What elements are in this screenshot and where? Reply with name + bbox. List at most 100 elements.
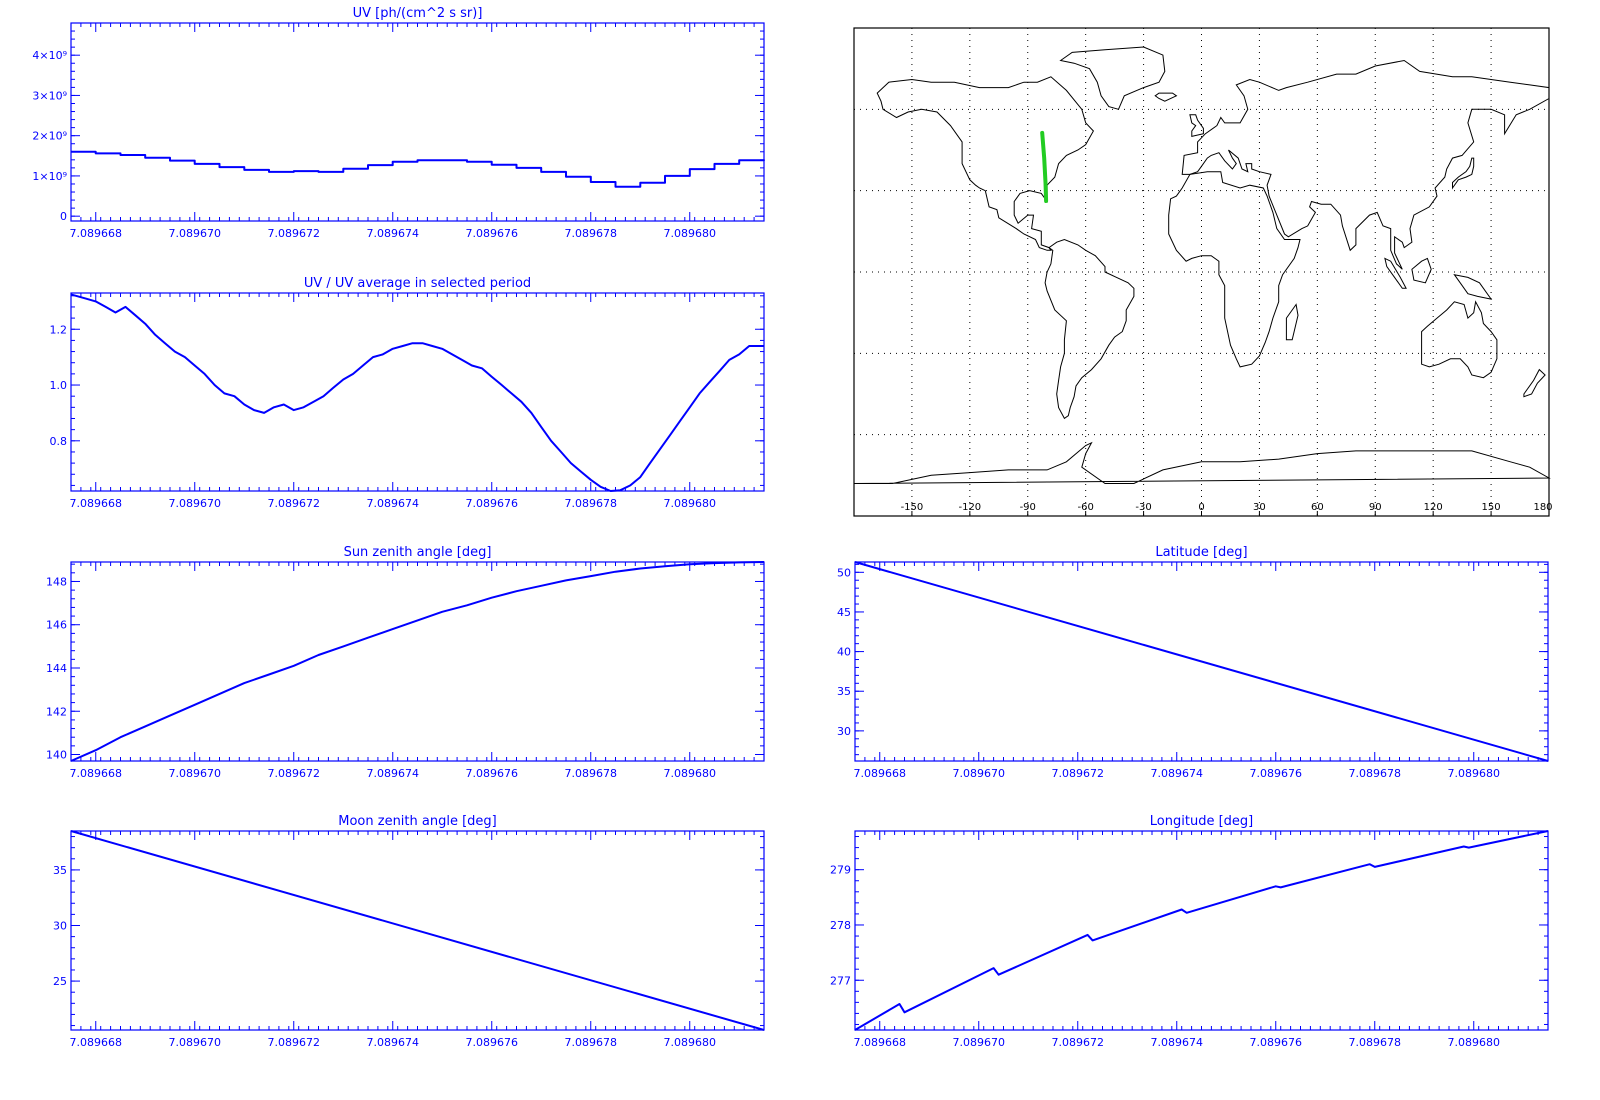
latitude-x-tick-label: 7.089676 [1250,767,1303,780]
latitude-series-line [854,561,1549,762]
uv-ratio-y-tick-label: 1.2 [50,323,68,336]
map-x-tick-label: -60 [1077,502,1093,513]
map-coastline-eurasia [1181,59,1550,270]
uv-ratio-panel: UV / UV average in selected period 7.0896… [50,276,765,510]
map-x-tick-label: -30 [1135,502,1151,513]
map-coastline-borneo [1411,257,1432,284]
longitude-series-line [854,830,1549,1031]
latitude-y-tick-label: 40 [837,646,851,659]
uv-ratio-x-tick-label: 7.089678 [565,497,618,510]
map-coastline-australia [1421,300,1498,379]
moon-zenith-y-tick-label: 30 [53,919,67,932]
latitude-title: Latitude [deg] [1155,545,1247,560]
latitude-y-tick-label: 50 [837,566,851,579]
uv-x-tick-label: 7.089676 [466,227,519,240]
map-x-tick-label: 150 [1482,502,1501,513]
map-coastline-iceland [1154,92,1178,102]
map-coastline-madagascar [1285,303,1299,341]
map-x-tick-label: 180 [1533,502,1552,513]
latitude-x-tick-label: 7.089678 [1349,767,1402,780]
longitude-x-tick-label: 7.089676 [1250,1036,1303,1049]
sun-zenith-series-line [70,561,765,762]
map-coastline-africa [1168,171,1301,368]
map-coastline-new-zealand [1523,368,1546,398]
map-frame [853,27,1550,517]
latitude-x-tick-label: 7.089668 [854,767,907,780]
sun-zenith-y-tick-label: 146 [46,619,67,632]
longitude-x-tick-label: 7.089674 [1151,1036,1204,1049]
map-coastline-north-america [876,76,1095,251]
sun-zenith-axes-frame [70,561,765,762]
uv-ratio-y-tick-label: 1.0 [50,379,68,392]
latitude-panel: Latitude [deg] 7.089668 7.089670 7.089672 7.… [837,545,1549,780]
longitude-y-tick-label: 277 [830,974,851,987]
uv-ratio-x-tick-label: 7.089676 [466,497,519,510]
map-coastline-antarctica [853,441,1551,484]
map-x-tick-label: 60 [1311,502,1324,513]
moon-zenith-x-tick-label: 7.089672 [268,1036,321,1049]
sun-zenith-x-tick-label: 7.089678 [565,767,618,780]
map-ground-track [1040,130,1049,203]
moon-zenith-x-tick-label: 7.089680 [664,1036,717,1049]
moon-zenith-title: Moon zenith angle [deg] [338,814,496,829]
uv-ratio-title: UV / UV average in selected period [304,276,531,291]
moon-zenith-x-tick-label: 7.089674 [367,1036,420,1049]
uv-x-tick-label: 7.089672 [268,227,321,240]
uv-ratio-x-tick-label: 7.089668 [70,497,123,510]
uv-x-tick-label: 7.089674 [367,227,420,240]
moon-zenith-x-tick-label: 7.089676 [466,1036,519,1049]
moon-zenith-panel: Moon zenith angle [deg] 7.089668 7.089670 7… [53,814,765,1049]
map-x-tick-label: 90 [1369,502,1382,513]
longitude-x-tick-label: 7.089678 [1349,1036,1402,1049]
uv-x-tick-label: 7.089678 [565,227,618,240]
longitude-panel: Longitude [deg] 7.089668 7.089670 7.089672 7… [830,814,1549,1049]
longitude-x-tick-label: 7.089672 [1052,1036,1105,1049]
uv-series-line [71,150,765,188]
uv-y-tick-label: 2×10⁹ [32,130,67,143]
map-x-tick-label: -120 [958,502,981,513]
longitude-x-tick-label: 7.089680 [1448,1036,1501,1049]
uv-ratio-axes-frame [70,292,765,492]
uv-y-tick-label: 1×10⁹ [32,170,67,183]
latitude-x-tick-label: 7.089680 [1448,767,1501,780]
longitude-axes-frame [854,830,1549,1031]
uv-y-tick-label: 0 [60,210,67,223]
uv-x-tick-label: 7.089668 [70,227,123,240]
uv-axes-frame [70,22,765,222]
map-coastline-south-america [1044,238,1135,420]
world-map-panel: -150 -120 -90 -60 -30 0 30 60 90 120 150 180 [853,27,1553,517]
sun-zenith-x-tick-label: 7.089670 [169,767,222,780]
sun-zenith-x-tick-label: 7.089674 [367,767,420,780]
moon-zenith-x-tick-label: 7.089670 [169,1036,222,1049]
longitude-title: Longitude [deg] [1150,814,1253,829]
uv-ratio-y-tick-label: 0.8 [50,435,68,448]
longitude-y-tick-label: 279 [830,864,851,877]
uv-ratio-x-tick-label: 7.089674 [367,497,420,510]
longitude-y-tick-label: 278 [830,919,851,932]
map-x-tick-label: 120 [1424,502,1443,513]
map-x-tick-label: 30 [1253,502,1266,513]
sun-zenith-x-tick-label: 7.089680 [664,767,717,780]
map-x-tick-label: 0 [1198,502,1204,513]
latitude-x-tick-label: 7.089674 [1151,767,1204,780]
sun-zenith-y-tick-label: 144 [46,662,67,675]
sun-zenith-x-tick-label: 7.089672 [268,767,321,780]
moon-zenith-y-tick-label: 25 [53,975,67,988]
uv-x-tick-label: 7.089680 [664,227,717,240]
map-coastline-britain [1189,114,1204,138]
uv-y-tick-label: 3×10⁹ [32,89,67,102]
latitude-x-tick-label: 7.089672 [1052,767,1105,780]
map-coastline-sumatra [1384,257,1407,289]
map-x-tick-label: -150 [901,502,924,513]
uv-ratio-x-tick-label: 7.089672 [268,497,321,510]
uv-title: UV [ph/(cm^2 s sr)] [353,6,483,21]
latitude-x-tick-label: 7.089670 [953,767,1006,780]
uv-panel: UV [ph/(cm^2 s sr)] 7.089668 7.089670 7.089… [32,6,765,240]
sun-zenith-y-tick-label: 140 [46,749,67,762]
sun-zenith-y-tick-label: 148 [46,575,67,588]
map-coastline-greenland [1059,46,1166,110]
sun-zenith-y-tick-label: 142 [46,705,67,718]
moon-zenith-x-tick-label: 7.089668 [70,1036,123,1049]
uv-ratio-x-tick-label: 7.089680 [664,497,717,510]
latitude-y-tick-label: 30 [837,725,851,738]
